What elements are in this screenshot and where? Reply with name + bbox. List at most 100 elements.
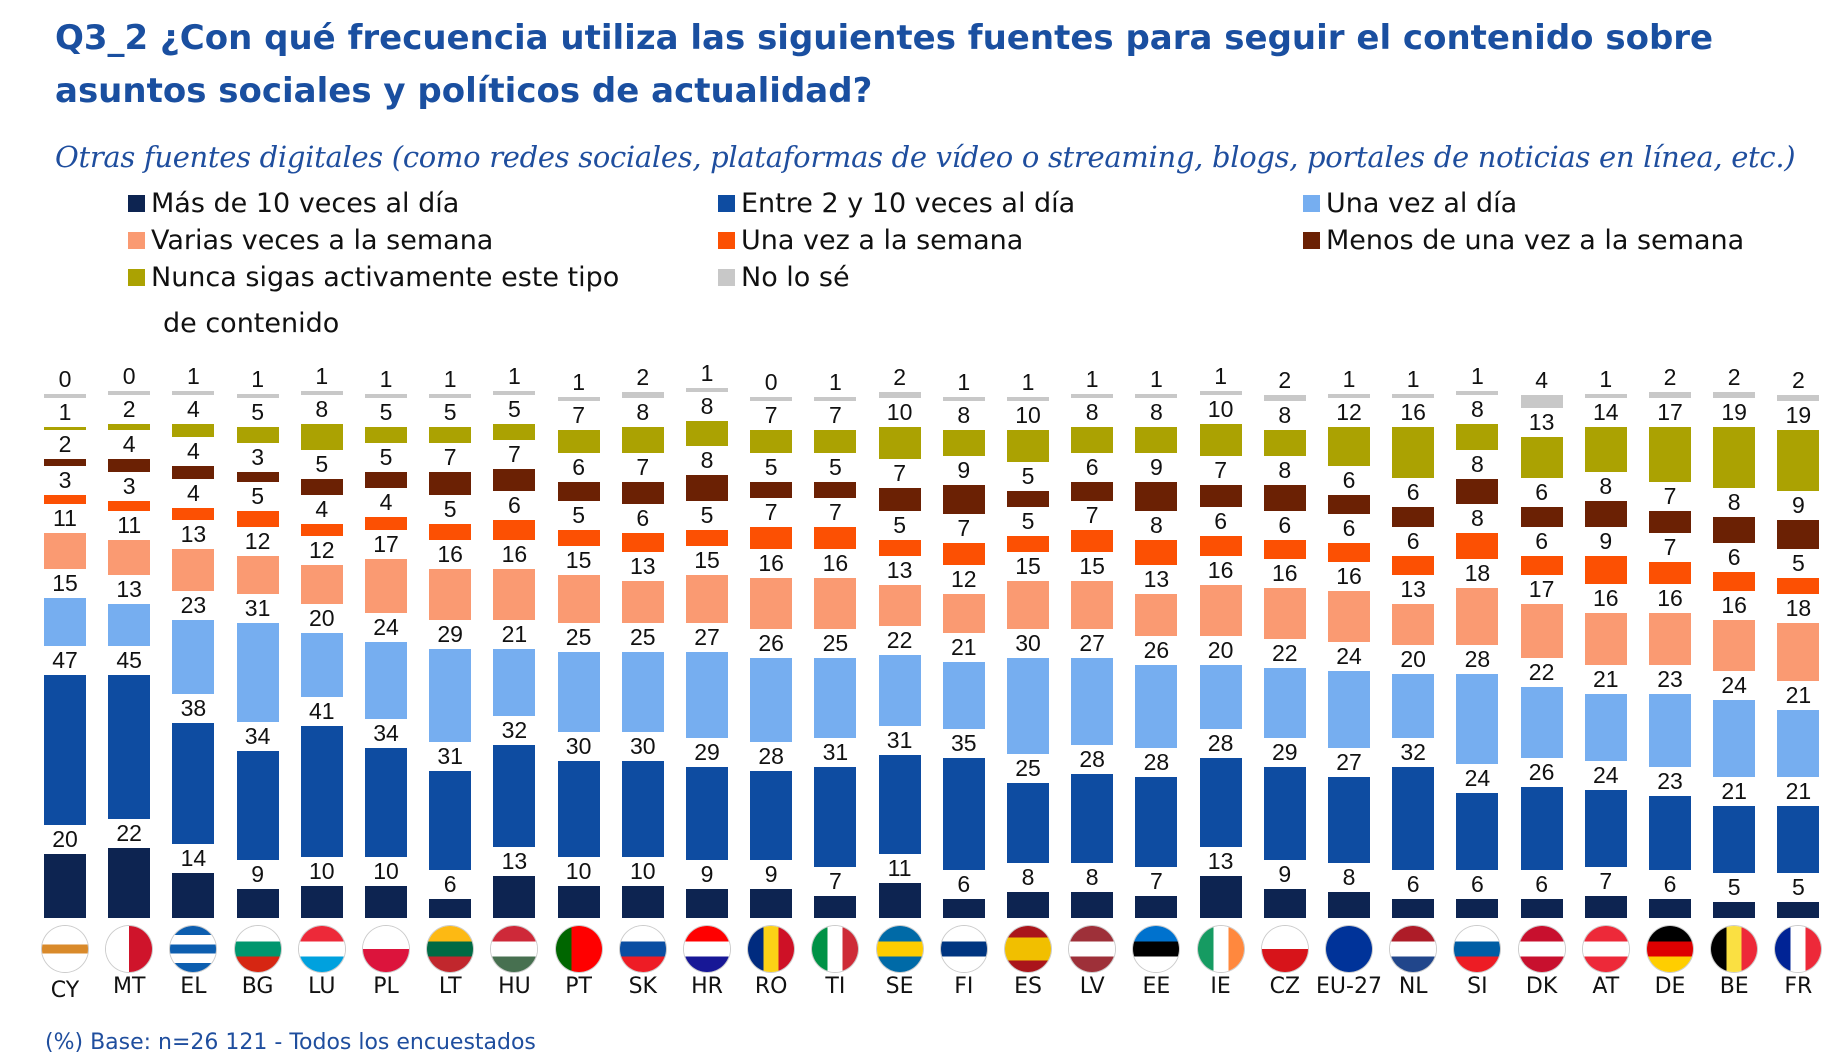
bar-segment [108, 847, 151, 918]
legend-item: Nunca sigas activamente este tipo [128, 262, 619, 293]
data-label: 24 [373, 614, 399, 641]
bar-segment [1392, 767, 1435, 870]
bar-segment [429, 394, 472, 399]
bar-segment [300, 391, 343, 395]
bar-segment [1199, 664, 1242, 729]
bar-segment [365, 472, 407, 489]
bar-segment [814, 430, 857, 453]
bar-segment [942, 542, 985, 566]
data-label: 8 [1470, 450, 1484, 477]
data-label: 7 [764, 498, 778, 525]
data-label: 6 [443, 870, 457, 897]
data-label: 5 [315, 450, 329, 477]
bar-segment [300, 478, 343, 495]
data-label: 1 [1149, 366, 1163, 393]
bar-segment [686, 652, 728, 739]
flag-icon [940, 926, 987, 972]
data-label: 15 [1015, 553, 1041, 580]
data-label: 12 [309, 537, 335, 564]
bar-segment [493, 876, 536, 918]
flag-icon [234, 926, 281, 972]
bar-segment [750, 526, 793, 550]
bar-segment [429, 568, 472, 620]
bar-segment [1263, 395, 1306, 402]
country-label: FR [1784, 974, 1813, 999]
bar-segment [1263, 668, 1306, 739]
bar-segment [1199, 536, 1242, 556]
bar-segment [172, 424, 215, 437]
bar-segment [1135, 664, 1178, 748]
data-label: 4 [315, 495, 329, 522]
data-label: 25 [1015, 755, 1041, 782]
data-label: 4 [379, 489, 393, 516]
bar-segment [750, 430, 793, 453]
bar-segment [1777, 902, 1820, 918]
data-label: 10 [630, 858, 656, 884]
data-label: 7 [1085, 502, 1099, 528]
bar-segment [878, 754, 921, 854]
bar-segment [1263, 430, 1306, 456]
data-label: 16 [1207, 556, 1234, 583]
data-label: 19 [1785, 402, 1812, 429]
data-label: 21 [1785, 681, 1812, 708]
data-label: 13 [1143, 566, 1170, 593]
flag-icon [1133, 926, 1180, 972]
flag-icon [1775, 926, 1822, 972]
bar-segment [1007, 430, 1049, 463]
data-label: 9 [251, 861, 264, 888]
legend-swatch [718, 269, 735, 286]
bar-segment [493, 745, 536, 848]
bar-segment [1777, 430, 1820, 492]
data-label: 27 [1336, 749, 1362, 775]
legend-swatch [128, 232, 145, 249]
data-label: 3 [122, 473, 136, 500]
data-label: 32 [501, 717, 528, 743]
bar-segment [1328, 494, 1370, 514]
data-label: 25 [822, 630, 849, 657]
data-label: 28 [1464, 646, 1491, 673]
bar-segment [942, 594, 985, 633]
country-label: LT [438, 974, 462, 999]
bar-segment [1649, 562, 1691, 585]
data-label: 29 [694, 739, 720, 766]
data-label: 7 [1663, 482, 1677, 509]
country-label: TI [825, 974, 846, 999]
bar-segment [1199, 485, 1242, 508]
bar-segment [1007, 658, 1049, 755]
flag-icon [1582, 926, 1629, 972]
bar-segment [1713, 619, 1756, 671]
data-label: 8 [636, 399, 650, 426]
data-label: 2 [1278, 367, 1292, 393]
data-label: 15 [52, 569, 78, 596]
data-label: 1 [1599, 366, 1613, 393]
data-label: 14 [1593, 399, 1619, 426]
bar-segment [300, 565, 343, 604]
data-label: 38 [180, 694, 207, 721]
data-label: 24 [1336, 643, 1362, 670]
flag-icon [1518, 926, 1565, 972]
flag-icon [363, 926, 409, 972]
country-label: EE [1142, 974, 1171, 999]
data-label: 26 [1528, 758, 1555, 785]
data-label: 0 [122, 363, 136, 389]
bar-segment [429, 427, 472, 444]
data-label: 8 [1149, 511, 1163, 538]
data-label: 25 [630, 624, 656, 650]
bar-segment [1520, 507, 1563, 527]
bar-segment [1456, 533, 1499, 559]
bar-segment [365, 394, 407, 399]
bar-segment [1649, 510, 1691, 533]
data-label: 9 [764, 861, 778, 888]
data-label: 31 [822, 739, 849, 766]
data-label: 5 [443, 495, 457, 522]
bar-segment [1263, 485, 1306, 511]
flag-icon [1326, 926, 1372, 972]
country-label: SI [1467, 974, 1488, 999]
data-label: 1 [379, 366, 393, 393]
bar-segment [236, 555, 279, 595]
bar-segment [1649, 613, 1691, 665]
bar-segment [621, 481, 664, 505]
bar-segment [750, 770, 793, 861]
data-label: 5 [893, 511, 906, 538]
data-label: 5 [764, 453, 778, 480]
